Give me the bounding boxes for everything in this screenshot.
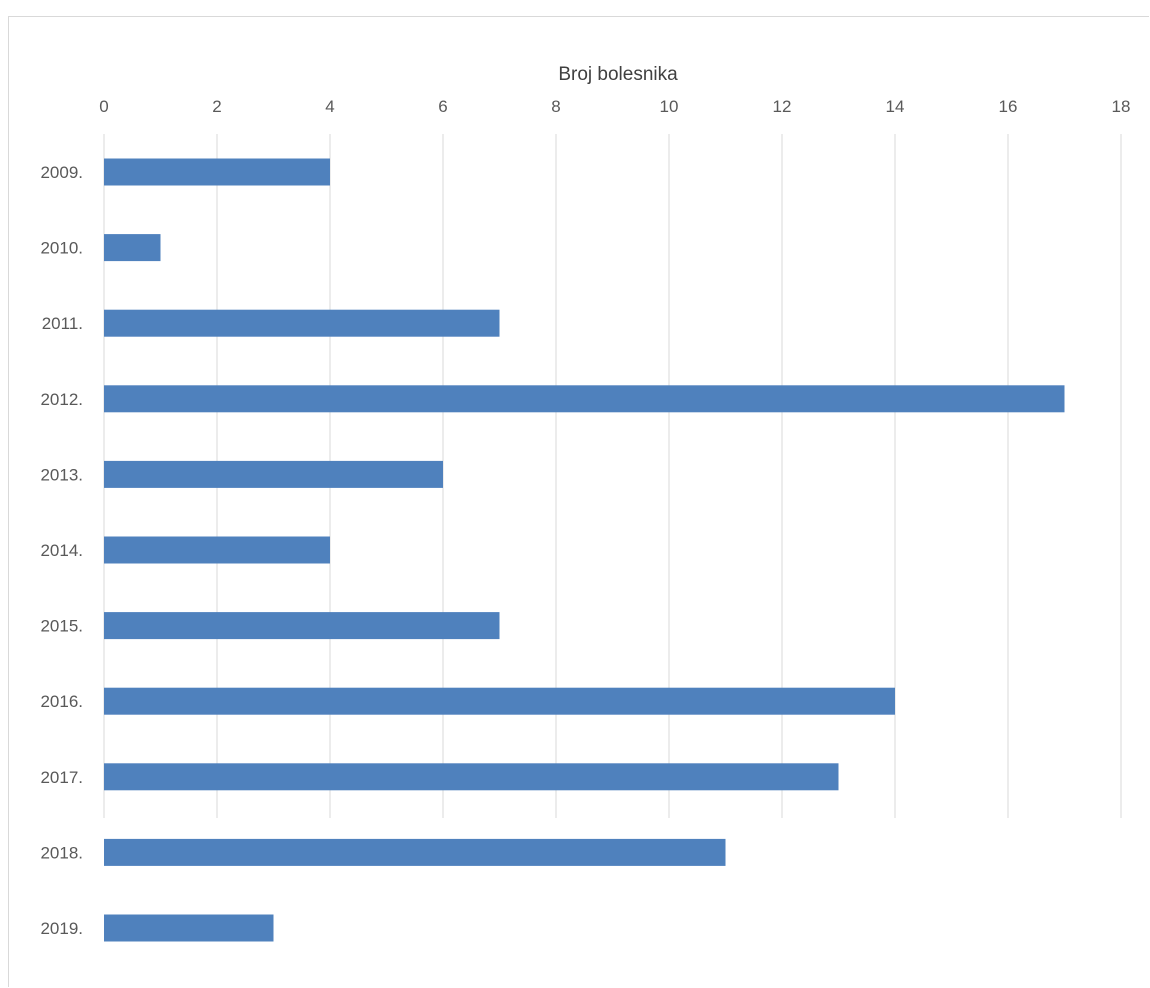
y-category-label: 2010. [40,239,83,258]
x-tick-label: 18 [1112,97,1131,116]
x-tick-label: 12 [773,97,792,116]
x-axis-title: Broj bolesnika [558,64,678,85]
x-tick-label: 6 [438,97,447,116]
bar [104,460,443,488]
chart-frame [8,16,1149,987]
bar [104,838,726,866]
y-category-label: 2012. [40,390,83,409]
y-category-label: 2017. [40,768,83,787]
bar [104,536,330,564]
y-category-label: 2009. [40,163,83,182]
x-tick-label: 14 [886,97,905,116]
y-category-label: 2018. [40,843,83,862]
bar [104,914,274,942]
bar [104,234,161,262]
x-tick-label: 16 [999,97,1018,116]
y-category-label: 2019. [40,919,83,938]
x-tick-labels: 0 2 4 6 8 10 12 14 16 18 [99,97,1130,116]
y-category-label: 2014. [40,541,83,560]
bar [104,612,500,640]
bar [104,385,1065,413]
bar [104,687,895,715]
bar [104,158,330,186]
x-tick-label: 4 [325,97,334,116]
y-category-label: 2013. [40,465,83,484]
bar [104,309,500,337]
x-tick-label: 8 [551,97,560,116]
bar [104,763,839,791]
bars [104,158,1065,942]
y-category-labels: 2009. 2010. 2011. 2012. 2013. 2014. 2015. 2016.… [40,163,83,938]
x-tick-label: 2 [212,97,221,116]
x-tick-label: 0 [99,97,108,116]
y-category-label: 2015. [40,617,83,636]
y-category-label: 2011. [42,314,83,333]
x-tick-label: 10 [660,97,679,116]
y-category-label: 2016. [40,692,83,711]
